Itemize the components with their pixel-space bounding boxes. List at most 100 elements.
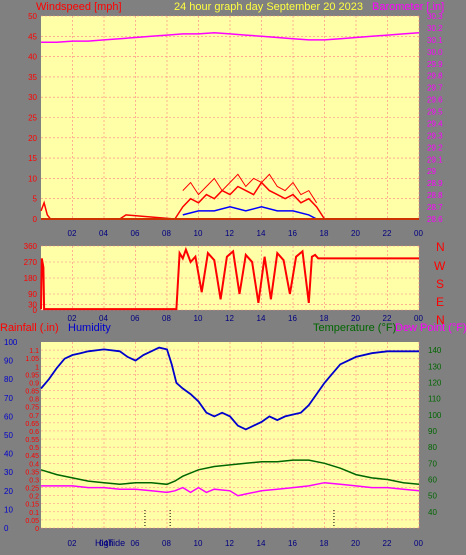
time-tick-label: 10	[194, 229, 203, 238]
rainfall-tick-label: 0.55	[25, 437, 39, 444]
rainfall-tick-label: 0.25	[25, 486, 39, 493]
time-tick-label: 00	[414, 539, 423, 548]
time-tick-label: 16	[288, 229, 297, 238]
time-tick-label: 02	[68, 229, 77, 238]
direction-series	[40, 246, 419, 311]
barometer-tick-label: 29.5	[427, 108, 443, 117]
temperature-tick-label: 40	[428, 508, 437, 517]
time-tick-label: 04	[99, 314, 108, 323]
compass-e: E	[436, 295, 444, 309]
rainfall-tick-label: 0.8	[29, 397, 39, 404]
temperature-tick-label: 130	[428, 362, 442, 371]
humidity-tick-label: 50	[4, 431, 13, 440]
direction-tick-label: 270	[24, 258, 38, 267]
humidity-axis-title: Humidity	[68, 322, 111, 334]
barometer-tick-label: 29.6	[427, 96, 443, 105]
wind-tick-label: 0	[33, 215, 38, 224]
rainfall-tick-label: 0.4	[29, 461, 39, 468]
barometer-tick-label: 28.6	[427, 215, 443, 224]
rainfall-tick-label: 1.05	[25, 356, 39, 363]
wind-tick-label: 30	[28, 93, 37, 102]
barometer-tick-label: 30.3	[427, 12, 443, 21]
rainfall-tick-label: 0.1	[29, 510, 39, 517]
temperature-tick-label: 140	[428, 346, 442, 355]
rainfall-tick-label: 0.45	[25, 453, 39, 460]
time-tick-label: 18	[320, 314, 329, 323]
barometer-tick-label: 30.2	[427, 24, 443, 33]
temperature-tick-label: 110	[428, 395, 441, 404]
temperature-tick-label: 80	[428, 443, 437, 452]
rainfall-tick-label: 0.65	[25, 421, 39, 428]
direction-tick-label: 90	[28, 290, 37, 299]
time-tick-label: 08	[162, 539, 171, 548]
temperature-axis-title: Temperature (°F)	[313, 322, 396, 334]
wind-tick-label: 40	[28, 53, 37, 62]
time-tick-label: 02	[68, 539, 77, 548]
time-tick-label: 20	[351, 314, 360, 323]
time-tick-label: 00	[414, 229, 423, 238]
temperature-series	[40, 459, 420, 486]
time-tick-label: 12	[225, 229, 234, 238]
time-tick-label: 06	[131, 229, 140, 238]
wind-tick-label: 50	[28, 12, 37, 21]
time-tick-label: 06	[131, 539, 140, 548]
humidity-series	[40, 346, 419, 431]
time-tick-label: 18	[320, 229, 329, 238]
temperature-tick-label: 50	[428, 492, 437, 501]
humidity-tick-label: 40	[4, 450, 13, 459]
barometer-tick-label: 28.9	[427, 179, 443, 188]
time-tick-label: 08	[162, 229, 171, 238]
wind-tick-label: 25	[28, 114, 37, 123]
wind-tick-label: 15	[28, 154, 37, 163]
time-tick-label: 14	[257, 539, 266, 548]
wind-tick-label: 45	[28, 32, 37, 41]
time-tick-label: 12	[225, 539, 234, 548]
humidity-tick-label: 80	[4, 375, 13, 384]
wind-tick-label: 20	[28, 134, 37, 143]
wind-tick-label: 5	[33, 195, 38, 204]
rainfall-tick-label: 0.95	[25, 372, 39, 379]
humidity-tick-label: 60	[4, 412, 13, 421]
time-tick-label: 22	[383, 229, 392, 238]
temperature-tick-label: 90	[428, 427, 437, 436]
barometer-tick-label: 28.8	[427, 191, 443, 200]
barometer-tick-label: 30.0	[427, 48, 443, 57]
time-tick-label: 16	[288, 314, 297, 323]
humidity-tick-label: 10	[4, 505, 13, 514]
dewpoint-axis-title: Dew Point (°F)	[395, 322, 466, 334]
direction-tick-label: 0	[33, 306, 38, 315]
barometer-tick-label: 29.7	[427, 84, 443, 93]
humidity-tick-label: 90	[4, 357, 13, 366]
rainfall-axis-title: Rainfall (.in)	[0, 322, 59, 334]
rainfall-tick-label: 0.3	[29, 477, 39, 484]
barometer-tick-label: 29.4	[427, 119, 443, 128]
compass-s: S	[436, 277, 444, 291]
time-tick-label: 04	[99, 539, 108, 548]
rainfall-tick-label: 0.15	[25, 502, 39, 509]
barometer-tick-label: 29.2	[427, 143, 443, 152]
rainfall-tick-label: 1.1	[29, 348, 39, 355]
time-tick-label: 14	[257, 314, 266, 323]
rainfall-tick-label: 0.35	[25, 469, 39, 476]
barometer-tick-label: 29	[427, 167, 436, 176]
compass-n-top: N	[436, 240, 445, 254]
rainfall-tick-label: 0.75	[25, 405, 39, 412]
barometer-tick-label: 29.8	[427, 72, 443, 81]
temperature-tick-label: 60	[428, 475, 437, 484]
wind-tick-label: 10	[28, 174, 37, 183]
barometer-axis-title: Barometer [.in]	[372, 1, 444, 13]
windspeed-axis-title: Windspeed [mph]	[36, 1, 122, 13]
temperature-tick-label: 120	[428, 378, 442, 387]
temperature-tick-label: 70	[428, 459, 437, 468]
humidity-tick-label: 20	[4, 487, 13, 496]
compass-w: W	[434, 259, 446, 273]
wind-tick-label: 35	[28, 73, 37, 82]
average-wind-series	[182, 206, 317, 220]
dewpoint-series	[41, 481, 420, 497]
gust-series	[182, 173, 318, 204]
time-tick-label: 10	[194, 314, 203, 323]
barometer-tick-label: 30.1	[427, 36, 443, 45]
rainfall-tick-label: 0.85	[25, 389, 39, 396]
graph-date-title: 24 hour graph day September 20 2023	[174, 1, 363, 13]
direction-tick-label: 30	[28, 301, 37, 310]
